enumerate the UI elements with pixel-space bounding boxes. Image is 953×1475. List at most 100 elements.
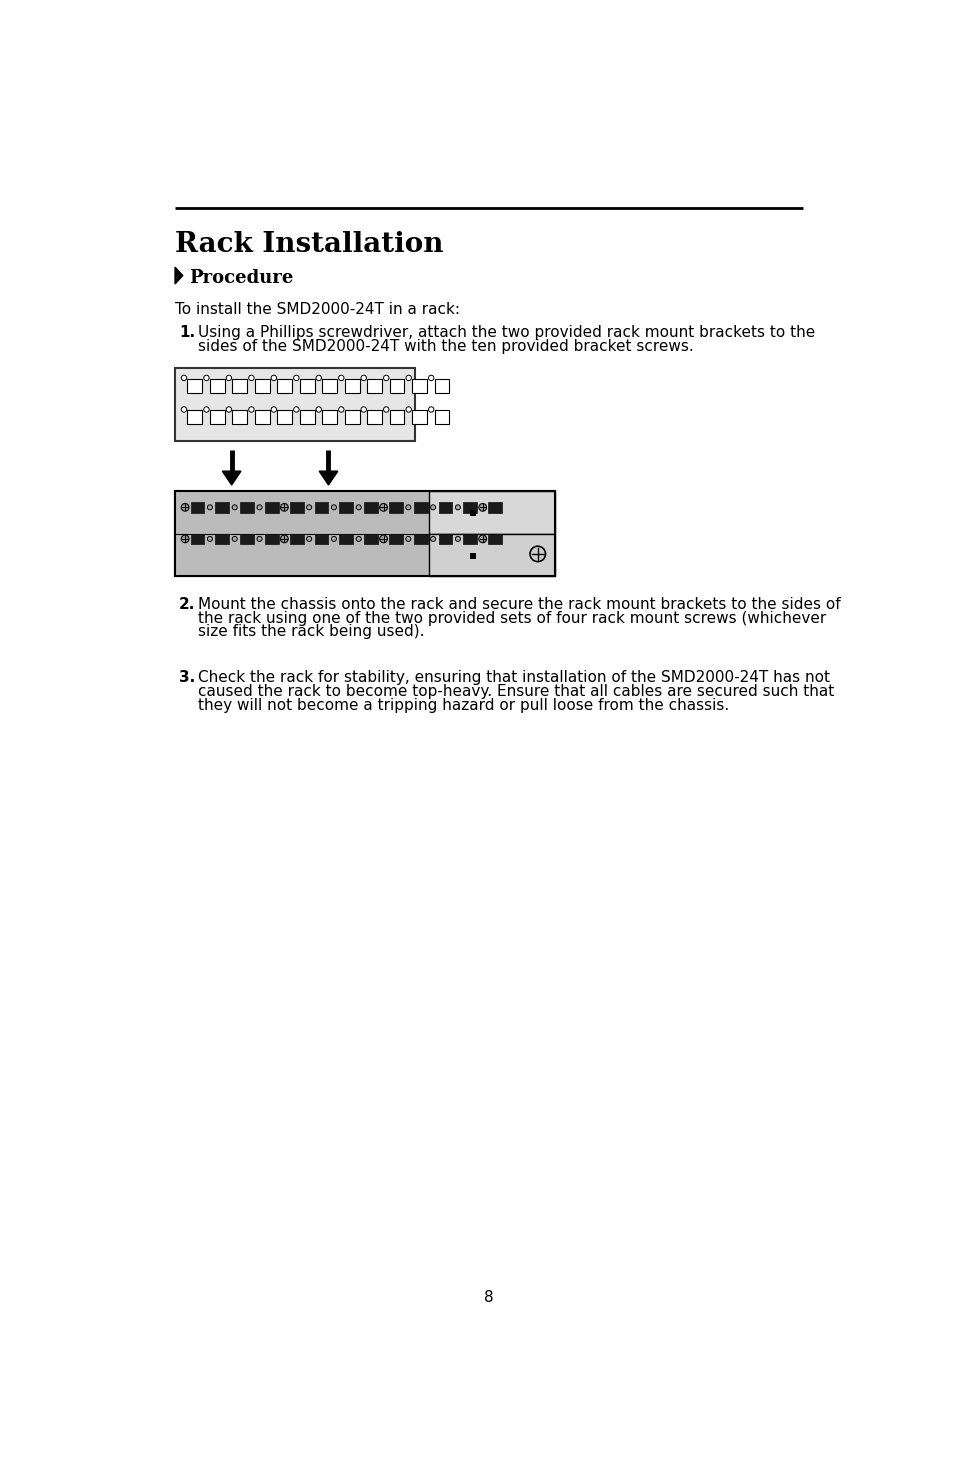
Text: 8: 8 xyxy=(483,1289,494,1305)
Circle shape xyxy=(207,537,213,541)
Bar xyxy=(290,502,303,513)
Bar xyxy=(233,379,247,392)
Circle shape xyxy=(338,407,344,412)
Circle shape xyxy=(360,407,366,412)
Bar xyxy=(390,410,404,425)
Polygon shape xyxy=(319,471,337,485)
Bar xyxy=(389,534,402,544)
Bar xyxy=(412,379,427,392)
Bar xyxy=(429,491,555,534)
Circle shape xyxy=(204,407,209,412)
Bar xyxy=(265,534,278,544)
Bar xyxy=(277,410,292,425)
Circle shape xyxy=(331,504,336,510)
Bar xyxy=(187,410,202,425)
Circle shape xyxy=(430,504,436,510)
Bar xyxy=(290,534,303,544)
Bar xyxy=(322,379,336,392)
Circle shape xyxy=(383,407,389,412)
Bar xyxy=(470,510,476,516)
Bar xyxy=(412,410,427,425)
Circle shape xyxy=(530,546,545,562)
Circle shape xyxy=(355,537,361,541)
Bar xyxy=(215,502,229,513)
Bar xyxy=(254,410,270,425)
Bar xyxy=(438,502,452,513)
Bar xyxy=(174,491,555,575)
Circle shape xyxy=(280,503,288,512)
Circle shape xyxy=(405,504,411,510)
Bar xyxy=(344,379,359,392)
Bar xyxy=(414,502,427,513)
Circle shape xyxy=(455,504,460,510)
Circle shape xyxy=(379,535,387,543)
Circle shape xyxy=(271,407,276,412)
Circle shape xyxy=(455,537,460,541)
Bar xyxy=(390,379,404,392)
Circle shape xyxy=(406,407,411,412)
Circle shape xyxy=(383,375,389,381)
Bar xyxy=(314,534,328,544)
Bar xyxy=(215,534,229,544)
Bar xyxy=(414,534,427,544)
Text: size fits the rack being used).: size fits the rack being used). xyxy=(198,624,424,639)
Circle shape xyxy=(315,407,321,412)
Circle shape xyxy=(315,375,321,381)
Bar xyxy=(463,534,476,544)
Bar xyxy=(367,410,381,425)
Bar xyxy=(240,502,253,513)
Polygon shape xyxy=(174,267,183,285)
Circle shape xyxy=(181,535,189,543)
Text: Rack Installation: Rack Installation xyxy=(174,232,443,258)
Bar xyxy=(344,410,359,425)
Circle shape xyxy=(406,375,411,381)
Text: To install the SMD2000-24T in a rack:: To install the SMD2000-24T in a rack: xyxy=(174,302,459,317)
Text: Procedure: Procedure xyxy=(189,270,294,288)
Circle shape xyxy=(226,407,232,412)
Circle shape xyxy=(181,503,189,512)
Circle shape xyxy=(232,537,237,541)
Bar xyxy=(435,379,449,392)
Circle shape xyxy=(338,375,344,381)
Circle shape xyxy=(280,535,288,543)
Circle shape xyxy=(306,537,312,541)
Bar xyxy=(435,410,449,425)
Circle shape xyxy=(232,504,237,510)
Bar xyxy=(438,534,452,544)
Bar xyxy=(339,534,353,544)
Bar xyxy=(254,379,270,392)
Bar xyxy=(174,491,555,575)
Circle shape xyxy=(226,375,232,381)
Circle shape xyxy=(249,407,253,412)
Circle shape xyxy=(478,503,486,512)
Text: they will not become a tripping hazard or pull loose from the chassis.: they will not become a tripping hazard o… xyxy=(198,698,729,712)
Text: 3.: 3. xyxy=(179,670,195,684)
Bar xyxy=(187,379,202,392)
Bar xyxy=(191,534,204,544)
Circle shape xyxy=(306,504,312,510)
Bar xyxy=(299,410,314,425)
Bar xyxy=(322,410,336,425)
Bar xyxy=(210,379,224,392)
Bar xyxy=(364,502,377,513)
Bar xyxy=(174,491,429,575)
Circle shape xyxy=(207,504,213,510)
Circle shape xyxy=(428,407,434,412)
Circle shape xyxy=(430,537,436,541)
Circle shape xyxy=(249,375,253,381)
Circle shape xyxy=(331,537,336,541)
Circle shape xyxy=(271,375,276,381)
Bar xyxy=(240,534,253,544)
Circle shape xyxy=(360,375,366,381)
Text: sides of the SMD2000-24T with the ten provided bracket screws.: sides of the SMD2000-24T with the ten pr… xyxy=(198,339,694,354)
Circle shape xyxy=(428,375,434,381)
Text: Mount the chassis onto the rack and secure the rack mount brackets to the sides : Mount the chassis onto the rack and secu… xyxy=(198,597,840,612)
Circle shape xyxy=(181,375,187,381)
Bar xyxy=(488,534,501,544)
Bar xyxy=(339,502,353,513)
Text: 2.: 2. xyxy=(179,597,195,612)
Bar xyxy=(265,502,278,513)
Circle shape xyxy=(256,504,262,510)
Circle shape xyxy=(478,535,486,543)
Bar xyxy=(174,367,415,441)
